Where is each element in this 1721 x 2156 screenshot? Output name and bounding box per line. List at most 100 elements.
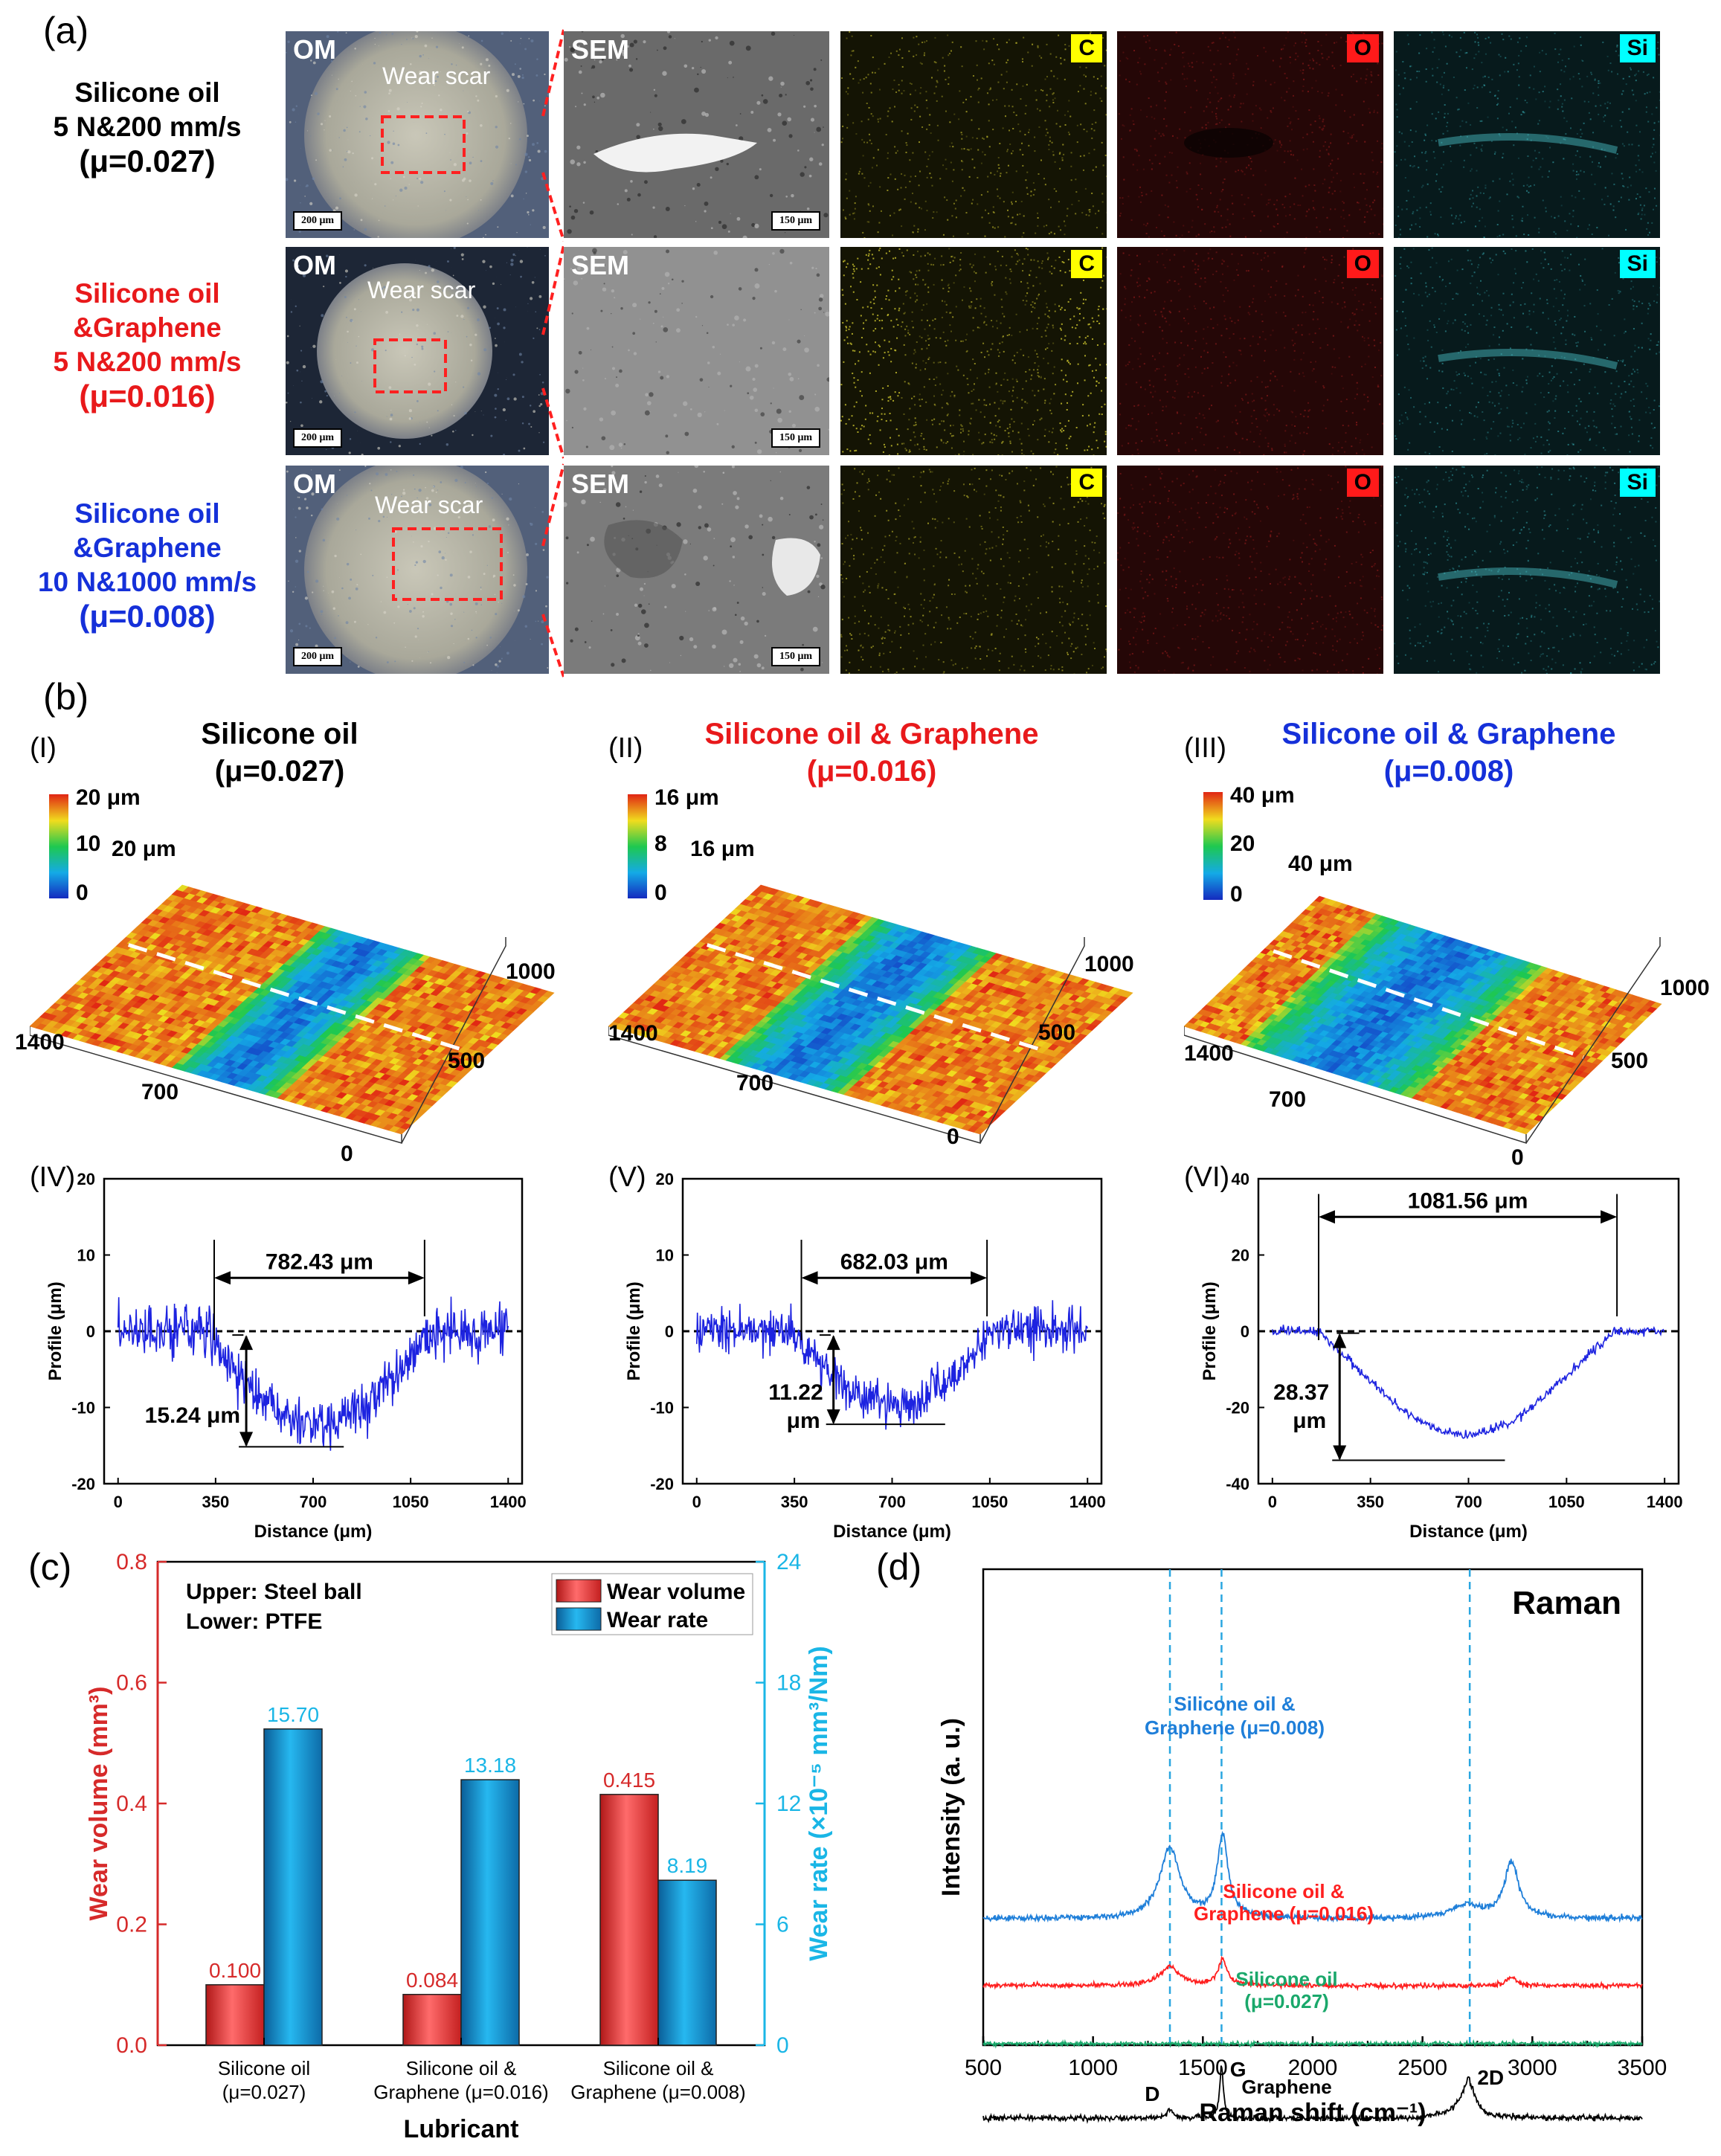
colorbar-min-2: 0 bbox=[654, 881, 667, 905]
x-tick-label: 350 bbox=[202, 1493, 230, 1511]
category-label: (μ=0.027) bbox=[222, 2081, 306, 2103]
profile-plot-1: 20 10 0 -10 -20 0 350 700 1050 1400 Distance (μm) P… bbox=[45, 1170, 527, 1542]
element-tag-c: C bbox=[1071, 469, 1102, 497]
x-axis-label: Lubricant bbox=[404, 2115, 519, 2143]
scale-bar-sem: 150 μm bbox=[771, 428, 820, 448]
wear-bar-chart: 0.0 0 0.2 6 0.4 12 0.6 18 0.8 24 Wear volume (mm³)… bbox=[85, 1550, 833, 2143]
eds-map-si-3: Si bbox=[1394, 466, 1660, 674]
panel-c-letter: (c) bbox=[28, 1546, 72, 1588]
bar-label-volume: 0.100 bbox=[209, 1959, 261, 1982]
wear-width-label: 682.03 μm bbox=[840, 1249, 948, 1274]
raman-series-3 bbox=[982, 2065, 1643, 2125]
roman-1: (I) bbox=[30, 733, 57, 764]
x-axis-label: Raman shift (cm⁻¹) bbox=[1199, 2099, 1426, 2127]
x-axis-label: Distance (μm) bbox=[833, 1522, 951, 1542]
zoom-connector bbox=[541, 245, 564, 459]
eds-map-si-1: Si bbox=[1394, 31, 1660, 238]
x-axis-label: Distance (μm) bbox=[254, 1522, 373, 1542]
sem-label: SEM bbox=[571, 34, 630, 65]
sem-label: SEM bbox=[571, 250, 630, 280]
profile-plot-2: 20 10 0 -10 -20 0 350 700 1050 1400 Distance (μm) P… bbox=[624, 1170, 1106, 1542]
surface-axis-tick: 1000 bbox=[506, 959, 556, 984]
profile-roman-2: (V) bbox=[608, 1162, 646, 1193]
profile-curve bbox=[117, 1296, 509, 1451]
profile-roman-1: (IV) bbox=[30, 1162, 76, 1193]
roman-2: (II) bbox=[608, 733, 643, 764]
x-tick-label: 350 bbox=[781, 1493, 808, 1511]
right-tick-label: 24 bbox=[776, 1550, 801, 1574]
eds-map-o-3: O bbox=[1117, 466, 1383, 674]
wear-depth-unit: μm bbox=[1293, 1409, 1326, 1433]
element-tag-si: Si bbox=[1619, 34, 1656, 62]
surface-axis-tick: 700 bbox=[736, 1071, 774, 1095]
row1-line1: Silicone oil bbox=[74, 77, 220, 108]
om-image-3: OM Wear scar 200 μm bbox=[286, 466, 549, 674]
row-label-2: Silicone oil &Graphene 5 N&200 mm/s (μ=0… bbox=[21, 277, 274, 413]
surface-plot-1 bbox=[30, 884, 555, 1144]
colorbar-min-3: 0 bbox=[1230, 882, 1243, 907]
y-axis-label: Profile (μm) bbox=[624, 1281, 644, 1380]
colorbar-2 bbox=[628, 794, 647, 898]
y-tick-label: -20 bbox=[71, 1475, 95, 1493]
x-axis-label: Distance (μm) bbox=[1409, 1522, 1528, 1542]
x-tick-label: 2000 bbox=[1288, 2056, 1338, 2080]
om-image-2: OM Wear scar 200 μm bbox=[286, 247, 549, 455]
surface-z-label-3: 40 μm bbox=[1288, 852, 1353, 876]
eds-map-c-3: C bbox=[840, 466, 1107, 674]
element-tag-si: Si bbox=[1619, 469, 1656, 497]
label-d-peak: D bbox=[1145, 2082, 1159, 2105]
row2-line1: Silicone oil bbox=[74, 278, 220, 309]
om-label: OM bbox=[293, 250, 336, 280]
surface-axis-tick: 1000 bbox=[1660, 976, 1710, 1000]
row3-line2: &Graphene bbox=[73, 532, 222, 563]
surface-axis-tick: 1400 bbox=[15, 1030, 65, 1055]
om-image-1: OM Wear scar 200 μm bbox=[286, 31, 549, 238]
x-tick-label: 1050 bbox=[1548, 1493, 1585, 1511]
y-axis-label: Profile (μm) bbox=[45, 1281, 65, 1380]
element-tag-o: O bbox=[1346, 250, 1379, 278]
x-tick-label: 350 bbox=[1357, 1493, 1384, 1511]
surface-mu-2: (μ=0.016) bbox=[806, 755, 937, 788]
surface-axis-tick: 1000 bbox=[1084, 952, 1134, 976]
profile-curve bbox=[1272, 1325, 1665, 1440]
bar-label-rate: 8.19 bbox=[667, 1854, 708, 1877]
label-027b: (μ=0.027) bbox=[1244, 1990, 1328, 2012]
label-graphene: Graphene bbox=[1241, 2076, 1331, 2098]
x-tick-label: 1050 bbox=[393, 1493, 429, 1511]
right-tick-label: 12 bbox=[776, 1792, 801, 1816]
colorbar-mid-3: 20 bbox=[1230, 831, 1255, 856]
colorbar-mid-1: 10 bbox=[76, 831, 101, 856]
wear-depth-label: 15.24 μm bbox=[145, 1403, 240, 1428]
left-tick-label: 0.4 bbox=[116, 1792, 147, 1816]
sem-image-1: SEM 150 μm bbox=[564, 31, 829, 238]
colorbar-max-2: 16 μm bbox=[654, 785, 719, 810]
y-tick-label: 20 bbox=[1232, 1246, 1249, 1265]
raman-series-0 bbox=[982, 1830, 1643, 1923]
right-tick-label: 6 bbox=[776, 1913, 789, 1937]
upper-text: Upper: Steel ball bbox=[186, 1580, 362, 1604]
y-tick-label: 20 bbox=[77, 1170, 95, 1188]
surface-mu-3: (μ=0.008) bbox=[1383, 755, 1514, 788]
y-tick-label: -10 bbox=[71, 1399, 95, 1418]
bar-label-rate: 15.70 bbox=[267, 1703, 319, 1726]
x-tick-label: 700 bbox=[300, 1493, 327, 1511]
panel-a-letter: (a) bbox=[43, 10, 89, 51]
raman-series-1 bbox=[982, 1955, 1643, 1992]
label-016a: Silicone oil & bbox=[1223, 1880, 1344, 1902]
row-label-3: Silicone oil &Graphene 10 N&1000 mm/s (μ… bbox=[21, 497, 274, 634]
sem-label: SEM bbox=[571, 469, 630, 499]
label-008b: Graphene (μ=0.008) bbox=[1145, 1716, 1325, 1739]
scale-bar-sem: 150 μm bbox=[771, 211, 820, 231]
wear-width-label: 1081.56 μm bbox=[1408, 1188, 1528, 1213]
x-tick-label: 1050 bbox=[971, 1493, 1008, 1511]
profile-roman-3: (VI) bbox=[1184, 1162, 1230, 1193]
x-tick-label: 0 bbox=[692, 1493, 701, 1511]
left-tick-label: 0.8 bbox=[116, 1550, 147, 1574]
surface-axis-tick: 0 bbox=[1511, 1145, 1524, 1170]
x-tick-label: 3000 bbox=[1508, 2056, 1557, 2080]
element-tag-o: O bbox=[1346, 34, 1379, 62]
bar-wear-volume bbox=[402, 1994, 462, 2046]
right-axis-label: Wear rate (×10⁻⁵ mm³/Nm) bbox=[805, 1646, 833, 1961]
legend-volume: Wear volume bbox=[607, 1580, 745, 1604]
row3-line1: Silicone oil bbox=[74, 498, 220, 529]
